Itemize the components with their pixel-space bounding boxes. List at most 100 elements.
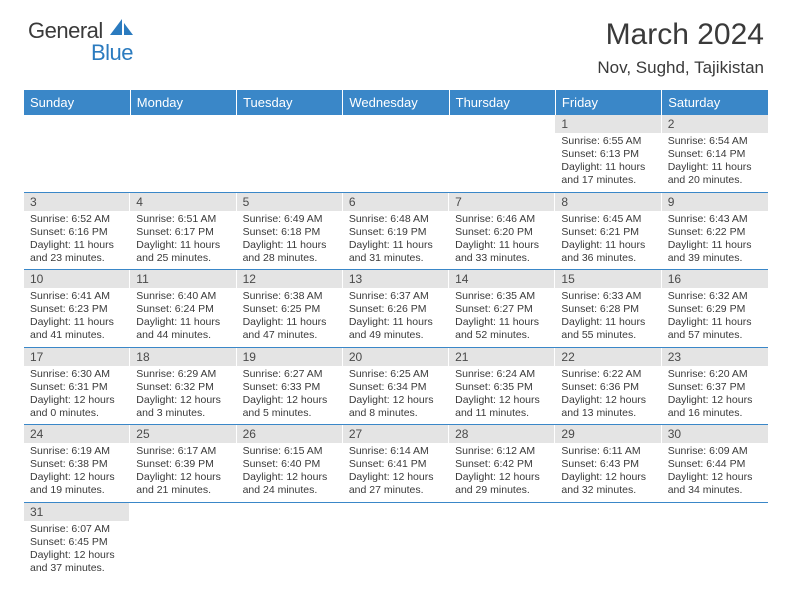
calendar-week-row: 10Sunrise: 6:41 AMSunset: 6:23 PMDayligh… bbox=[24, 270, 768, 348]
calendar-day-cell: 4Sunrise: 6:51 AMSunset: 6:17 PMDaylight… bbox=[130, 192, 236, 270]
day-number: 8 bbox=[555, 193, 661, 211]
weekday-header: Friday bbox=[555, 90, 661, 115]
day-details: Sunrise: 6:35 AMSunset: 6:27 PMDaylight:… bbox=[449, 288, 555, 347]
day-number: 16 bbox=[662, 270, 768, 288]
day-number: 7 bbox=[449, 193, 555, 211]
calendar-day-cell: 3Sunrise: 6:52 AMSunset: 6:16 PMDaylight… bbox=[24, 192, 130, 270]
calendar-day-cell: 25Sunrise: 6:17 AMSunset: 6:39 PMDayligh… bbox=[130, 425, 236, 503]
page-header: General Blue March 2024 Nov, Sughd, Taji… bbox=[0, 0, 792, 86]
calendar-day-cell: 13Sunrise: 6:37 AMSunset: 6:26 PMDayligh… bbox=[343, 270, 449, 348]
day-number: 23 bbox=[662, 348, 768, 366]
day-number: 24 bbox=[24, 425, 130, 443]
day-details: Sunrise: 6:14 AMSunset: 6:41 PMDaylight:… bbox=[343, 443, 449, 502]
day-number: 17 bbox=[24, 348, 130, 366]
day-number: 15 bbox=[555, 270, 661, 288]
day-number: 31 bbox=[24, 503, 130, 521]
day-details: Sunrise: 6:49 AMSunset: 6:18 PMDaylight:… bbox=[237, 211, 343, 270]
calendar-day-cell bbox=[24, 115, 130, 192]
day-details: Sunrise: 6:19 AMSunset: 6:38 PMDaylight:… bbox=[24, 443, 130, 502]
calendar-week-row: 1Sunrise: 6:55 AMSunset: 6:13 PMDaylight… bbox=[24, 115, 768, 192]
day-details: Sunrise: 6:37 AMSunset: 6:26 PMDaylight:… bbox=[343, 288, 449, 347]
month-title: March 2024 bbox=[597, 18, 764, 52]
calendar-day-cell: 14Sunrise: 6:35 AMSunset: 6:27 PMDayligh… bbox=[449, 270, 555, 348]
calendar-day-cell: 30Sunrise: 6:09 AMSunset: 6:44 PMDayligh… bbox=[662, 425, 768, 503]
day-details: Sunrise: 6:17 AMSunset: 6:39 PMDaylight:… bbox=[130, 443, 236, 502]
calendar-day-cell: 23Sunrise: 6:20 AMSunset: 6:37 PMDayligh… bbox=[662, 347, 768, 425]
calendar-body: 1Sunrise: 6:55 AMSunset: 6:13 PMDaylight… bbox=[24, 115, 768, 579]
day-number: 11 bbox=[130, 270, 236, 288]
day-number: 9 bbox=[662, 193, 768, 211]
calendar-day-cell: 21Sunrise: 6:24 AMSunset: 6:35 PMDayligh… bbox=[449, 347, 555, 425]
day-details: Sunrise: 6:43 AMSunset: 6:22 PMDaylight:… bbox=[662, 211, 768, 270]
calendar-day-cell: 19Sunrise: 6:27 AMSunset: 6:33 PMDayligh… bbox=[237, 347, 343, 425]
calendar-day-cell: 5Sunrise: 6:49 AMSunset: 6:18 PMDaylight… bbox=[237, 192, 343, 270]
day-details: Sunrise: 6:29 AMSunset: 6:32 PMDaylight:… bbox=[130, 366, 236, 425]
day-details: Sunrise: 6:30 AMSunset: 6:31 PMDaylight:… bbox=[24, 366, 130, 425]
day-number: 18 bbox=[130, 348, 236, 366]
calendar-day-cell bbox=[449, 115, 555, 192]
calendar-day-cell: 24Sunrise: 6:19 AMSunset: 6:38 PMDayligh… bbox=[24, 425, 130, 503]
weekday-header: Monday bbox=[130, 90, 236, 115]
title-block: March 2024 Nov, Sughd, Tajikistan bbox=[597, 18, 764, 78]
calendar-day-cell: 17Sunrise: 6:30 AMSunset: 6:31 PMDayligh… bbox=[24, 347, 130, 425]
day-details: Sunrise: 6:51 AMSunset: 6:17 PMDaylight:… bbox=[130, 211, 236, 270]
calendar-day-cell: 15Sunrise: 6:33 AMSunset: 6:28 PMDayligh… bbox=[555, 270, 661, 348]
calendar-day-cell: 26Sunrise: 6:15 AMSunset: 6:40 PMDayligh… bbox=[237, 425, 343, 503]
day-number: 20 bbox=[343, 348, 449, 366]
calendar-day-cell: 1Sunrise: 6:55 AMSunset: 6:13 PMDaylight… bbox=[555, 115, 661, 192]
day-details: Sunrise: 6:48 AMSunset: 6:19 PMDaylight:… bbox=[343, 211, 449, 270]
day-details: Sunrise: 6:11 AMSunset: 6:43 PMDaylight:… bbox=[555, 443, 661, 502]
calendar-week-row: 31Sunrise: 6:07 AMSunset: 6:45 PMDayligh… bbox=[24, 502, 768, 579]
calendar-day-cell: 12Sunrise: 6:38 AMSunset: 6:25 PMDayligh… bbox=[237, 270, 343, 348]
calendar-table: SundayMondayTuesdayWednesdayThursdayFrid… bbox=[24, 90, 768, 579]
calendar-day-cell: 10Sunrise: 6:41 AMSunset: 6:23 PMDayligh… bbox=[24, 270, 130, 348]
calendar-week-row: 17Sunrise: 6:30 AMSunset: 6:31 PMDayligh… bbox=[24, 347, 768, 425]
weekday-header: Tuesday bbox=[237, 90, 343, 115]
day-details: Sunrise: 6:46 AMSunset: 6:20 PMDaylight:… bbox=[449, 211, 555, 270]
calendar-day-cell: 28Sunrise: 6:12 AMSunset: 6:42 PMDayligh… bbox=[449, 425, 555, 503]
calendar-header-row: SundayMondayTuesdayWednesdayThursdayFrid… bbox=[24, 90, 768, 115]
weekday-header: Sunday bbox=[24, 90, 130, 115]
day-number: 3 bbox=[24, 193, 130, 211]
day-details: Sunrise: 6:09 AMSunset: 6:44 PMDaylight:… bbox=[662, 443, 768, 502]
day-number: 14 bbox=[449, 270, 555, 288]
calendar-day-cell bbox=[130, 115, 236, 192]
weekday-header: Thursday bbox=[449, 90, 555, 115]
day-number: 22 bbox=[555, 348, 661, 366]
calendar-day-cell: 8Sunrise: 6:45 AMSunset: 6:21 PMDaylight… bbox=[555, 192, 661, 270]
day-number: 30 bbox=[662, 425, 768, 443]
day-details: Sunrise: 6:38 AMSunset: 6:25 PMDaylight:… bbox=[237, 288, 343, 347]
day-number: 21 bbox=[449, 348, 555, 366]
weekday-header: Wednesday bbox=[343, 90, 449, 115]
day-details: Sunrise: 6:24 AMSunset: 6:35 PMDaylight:… bbox=[449, 366, 555, 425]
day-number: 26 bbox=[237, 425, 343, 443]
weekday-header: Saturday bbox=[662, 90, 768, 115]
day-number: 6 bbox=[343, 193, 449, 211]
calendar-day-cell bbox=[555, 502, 661, 579]
day-number: 10 bbox=[24, 270, 130, 288]
calendar-day-cell: 2Sunrise: 6:54 AMSunset: 6:14 PMDaylight… bbox=[662, 115, 768, 192]
day-number: 25 bbox=[130, 425, 236, 443]
calendar-week-row: 24Sunrise: 6:19 AMSunset: 6:38 PMDayligh… bbox=[24, 425, 768, 503]
location: Nov, Sughd, Tajikistan bbox=[597, 58, 764, 78]
calendar-day-cell bbox=[662, 502, 768, 579]
calendar-day-cell: 22Sunrise: 6:22 AMSunset: 6:36 PMDayligh… bbox=[555, 347, 661, 425]
day-number: 27 bbox=[343, 425, 449, 443]
calendar-day-cell: 27Sunrise: 6:14 AMSunset: 6:41 PMDayligh… bbox=[343, 425, 449, 503]
calendar-week-row: 3Sunrise: 6:52 AMSunset: 6:16 PMDaylight… bbox=[24, 192, 768, 270]
day-number: 28 bbox=[449, 425, 555, 443]
calendar-day-cell: 11Sunrise: 6:40 AMSunset: 6:24 PMDayligh… bbox=[130, 270, 236, 348]
day-details: Sunrise: 6:12 AMSunset: 6:42 PMDaylight:… bbox=[449, 443, 555, 502]
day-number: 5 bbox=[237, 193, 343, 211]
calendar-day-cell: 16Sunrise: 6:32 AMSunset: 6:29 PMDayligh… bbox=[662, 270, 768, 348]
day-details: Sunrise: 6:52 AMSunset: 6:16 PMDaylight:… bbox=[24, 211, 130, 270]
logo-sail-icon bbox=[109, 17, 135, 42]
calendar-day-cell: 20Sunrise: 6:25 AMSunset: 6:34 PMDayligh… bbox=[343, 347, 449, 425]
calendar-day-cell bbox=[130, 502, 236, 579]
day-number: 2 bbox=[662, 115, 768, 133]
calendar-day-cell bbox=[449, 502, 555, 579]
calendar-day-cell bbox=[343, 502, 449, 579]
calendar-day-cell bbox=[343, 115, 449, 192]
day-details: Sunrise: 6:22 AMSunset: 6:36 PMDaylight:… bbox=[555, 366, 661, 425]
logo: General Blue bbox=[28, 18, 135, 44]
